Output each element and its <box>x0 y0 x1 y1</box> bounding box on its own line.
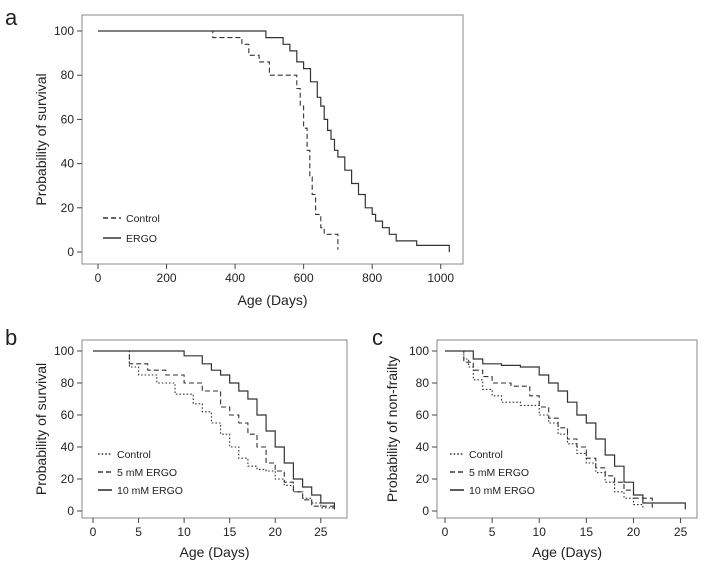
chart-panel-c: 0 5 10 15 20 25 0 20 40 60 80 100 Age (Days) Probabil… <box>384 339 698 560</box>
series-line-5-mm-ergo <box>93 350 335 507</box>
panel-letter-a: a <box>5 5 18 30</box>
chart-panel-b: 0 5 10 15 20 25 0 20 40 60 80 100 Age (Days) Probabil… <box>33 339 348 560</box>
series-line-10-mm-ergo <box>445 350 686 510</box>
x-tick-label: 15 <box>223 525 237 539</box>
x-tick-label: 200 <box>157 271 177 285</box>
series-line-10-mm-ergo <box>93 350 335 510</box>
y-axis-label: Probability of survival <box>33 363 49 495</box>
y-tick-label: 40 <box>416 440 430 454</box>
x-axis-label: Age (Days) <box>532 544 602 560</box>
y-tick-label: 20 <box>61 201 75 215</box>
legend-label: 10 mM ERGO <box>469 485 535 497</box>
y-tick-label: 20 <box>61 472 75 486</box>
x-tick-label: 1000 <box>427 271 454 285</box>
y-tick-label: 100 <box>54 344 74 358</box>
x-tick-label: 800 <box>362 271 382 285</box>
series-line-control <box>445 350 644 508</box>
plot-frame <box>81 339 348 519</box>
y-tick-label: 0 <box>422 504 429 518</box>
x-tick-label: 25 <box>674 525 688 539</box>
plot-frame <box>436 339 698 519</box>
x-tick-label: 0 <box>90 525 97 539</box>
y-axis-label: Probability of survival <box>33 73 49 205</box>
legend-label: Control <box>117 449 151 461</box>
panel-letter-b: b <box>5 325 17 350</box>
legend-label: 5 mM ERGO <box>469 467 529 479</box>
y-tick-label: 80 <box>61 376 75 390</box>
y-tick-label: 0 <box>67 504 74 518</box>
y-axis-label: Probability of non-frailty <box>384 356 400 502</box>
x-tick-label: 10 <box>177 525 191 539</box>
x-axis-label: Age (Days) <box>237 292 307 308</box>
y-tick-label: 60 <box>61 112 75 126</box>
legend-label: Control <box>469 449 503 461</box>
series-line-ergo <box>98 30 450 252</box>
x-tick-label: 0 <box>442 525 449 539</box>
x-tick-label: 20 <box>269 525 283 539</box>
y-tick-label: 60 <box>61 408 75 422</box>
legend-label: 10 mM ERGO <box>117 485 183 497</box>
y-tick-label: 0 <box>67 245 74 259</box>
y-tick-label: 100 <box>54 24 74 38</box>
y-tick-label: 60 <box>416 408 430 422</box>
legend-label: ERGO <box>126 233 157 245</box>
x-tick-label: 0 <box>95 271 102 285</box>
x-tick-label: 5 <box>135 525 142 539</box>
x-tick-label: 10 <box>533 525 547 539</box>
x-tick-label: 20 <box>627 525 641 539</box>
x-tick-label: 400 <box>225 271 245 285</box>
legend-label: 5 mM ERGO <box>117 467 177 479</box>
y-tick-label: 80 <box>61 68 75 82</box>
series-line-control <box>93 350 335 509</box>
x-tick-label: 15 <box>580 525 594 539</box>
y-tick-label: 40 <box>61 157 75 171</box>
chart-panel-a: 0 200 400 600 800 1000 0 20 40 60 80 100 Age (Days) P… <box>33 14 464 308</box>
y-tick-label: 100 <box>409 344 429 358</box>
x-tick-label: 600 <box>294 271 314 285</box>
legend-label: Control <box>126 213 160 225</box>
x-tick-label: 5 <box>489 525 496 539</box>
y-tick-label: 80 <box>416 376 430 390</box>
series-line-5-mm-ergo <box>445 350 653 508</box>
y-tick-label: 40 <box>61 440 75 454</box>
panel-letter-c: c <box>372 325 383 350</box>
x-axis-label: Age (Days) <box>179 544 249 560</box>
x-tick-label: 25 <box>314 525 328 539</box>
plot-frame <box>81 14 464 265</box>
y-tick-label: 20 <box>416 472 430 486</box>
